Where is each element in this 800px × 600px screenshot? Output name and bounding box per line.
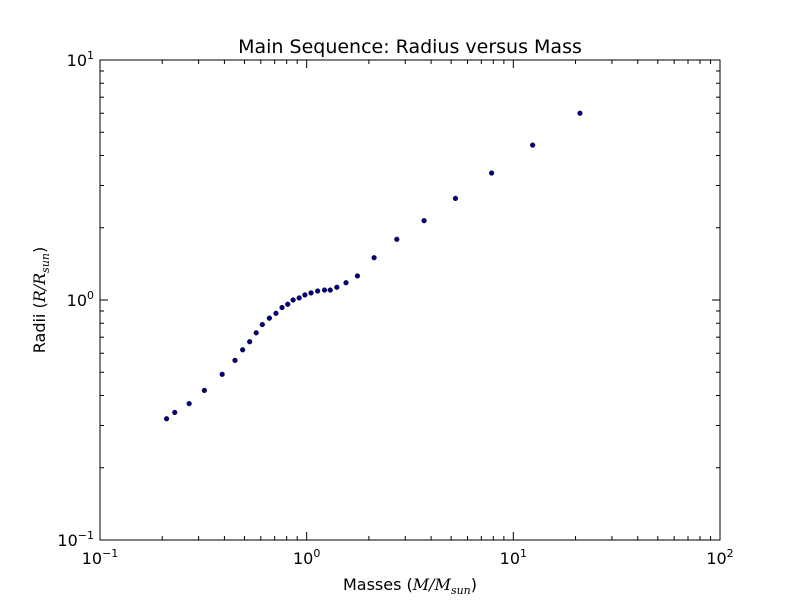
data-point	[266, 315, 272, 321]
y-axis-label-prefix: Radii (	[30, 302, 49, 353]
y-tick-label: 10−1	[57, 529, 94, 550]
y-tick-label-base: 10	[67, 291, 87, 310]
data-point	[240, 347, 246, 353]
y-tick-label-base: 10	[57, 531, 77, 550]
y-tick-label-base: 10	[67, 51, 87, 70]
x-tick-label-exponent: 0	[313, 547, 320, 560]
data-point	[452, 195, 459, 202]
y-axis-label: Radii (R/Rsun)	[30, 247, 52, 354]
data-point	[290, 297, 296, 303]
data-point	[201, 387, 207, 394]
x-tick-label: 100	[293, 547, 320, 568]
x-axis-label: Masses (M/Msun)	[343, 575, 477, 597]
data-point	[530, 142, 536, 148]
data-point	[259, 321, 265, 328]
x-tick-label-exponent: 2	[727, 547, 734, 560]
data-point	[577, 110, 583, 116]
data-point	[334, 284, 340, 290]
data-point	[489, 170, 495, 176]
x-tick-label-exponent: 1	[520, 547, 527, 560]
data-point	[285, 301, 291, 307]
data-point	[172, 409, 178, 416]
data-point	[371, 255, 377, 261]
data-point	[279, 304, 285, 311]
y-axis-label-suffix: )	[30, 247, 49, 253]
x-tick-label-base: 10	[82, 549, 102, 568]
chart-title: Main Sequence: Radius versus Mass	[238, 36, 582, 58]
plot-area	[99, 59, 721, 541]
y-tick-label: 101	[67, 49, 94, 70]
x-tick-label-base: 10	[706, 549, 726, 568]
x-axis-label-math: M/M	[412, 575, 452, 594]
data-point	[273, 310, 279, 316]
y-tick-label: 100	[67, 289, 94, 310]
data-point	[394, 236, 400, 242]
axis-ticks	[99, 59, 721, 541]
y-tick-label-exponent: −1	[78, 529, 94, 542]
y-tick-label-exponent: 1	[87, 49, 94, 62]
x-axis-label-math-sub: sun	[451, 584, 471, 597]
data-point	[315, 288, 321, 294]
data-point	[232, 357, 238, 364]
x-tick-label: 10−1	[82, 547, 119, 568]
x-axis-label-suffix: )	[471, 575, 477, 594]
y-tick-label-exponent: 0	[87, 289, 94, 302]
data-point	[308, 290, 314, 296]
data-point	[421, 218, 427, 224]
data-point	[327, 287, 333, 293]
x-tick-label-base: 10	[500, 549, 520, 568]
data-point	[163, 416, 170, 422]
y-axis-label-math: R/R	[30, 273, 49, 303]
x-tick-label-exponent: −1	[102, 547, 118, 560]
x-tick-label: 102	[706, 547, 733, 568]
data-points	[163, 110, 583, 422]
data-point	[219, 371, 225, 377]
data-point	[186, 401, 192, 407]
data-point	[302, 292, 308, 298]
data-point	[343, 280, 349, 286]
data-point	[247, 339, 253, 345]
data-point	[253, 330, 259, 336]
data-point	[296, 295, 302, 301]
data-point	[321, 287, 328, 293]
x-axis-label-prefix: Masses (	[343, 575, 413, 594]
y-axis-label-math-sub: sun	[39, 253, 52, 273]
x-tick-label-base: 10	[293, 549, 313, 568]
x-tick-label: 101	[500, 547, 527, 568]
data-point	[354, 273, 361, 279]
